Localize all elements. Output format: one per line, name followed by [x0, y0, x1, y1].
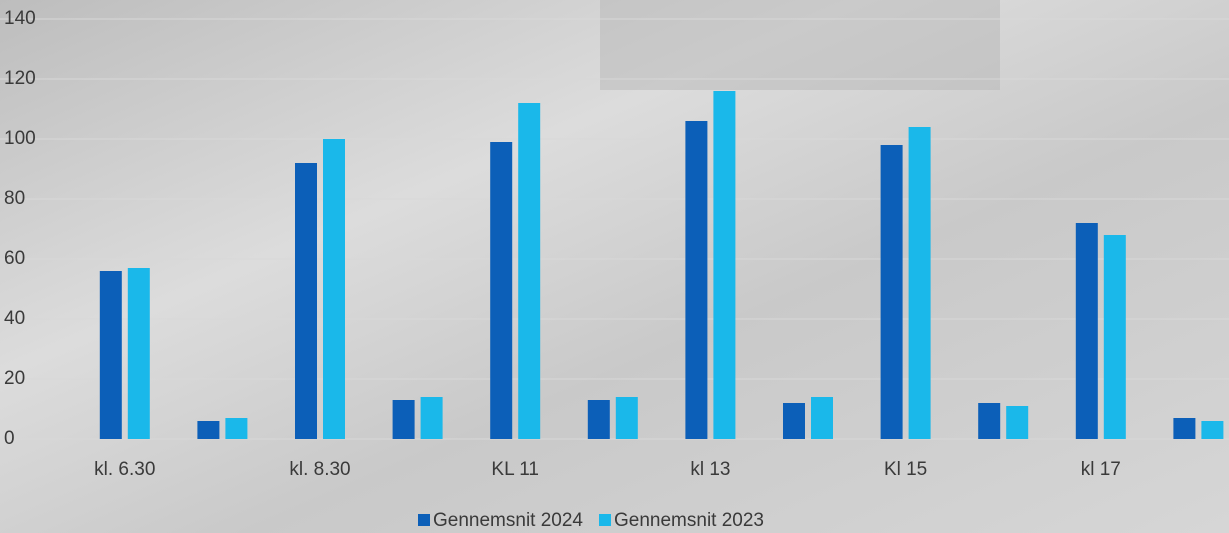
- legend-label: Gennemsnit 2023: [614, 510, 764, 531]
- bar: [225, 418, 248, 439]
- x-tick-label: kl. 6.30: [94, 459, 155, 480]
- bar: [713, 91, 736, 439]
- bar: [587, 400, 610, 439]
- bar: [1201, 421, 1224, 439]
- bar: [99, 271, 122, 439]
- background-shape: [600, 0, 1000, 90]
- bar: [197, 421, 220, 439]
- bar: [685, 121, 708, 439]
- y-tick-label: 20: [4, 368, 25, 389]
- y-tick-label: 100: [4, 128, 36, 149]
- bar: [323, 139, 345, 439]
- bar: [908, 127, 931, 439]
- x-tick-label: kl 17: [1081, 459, 1121, 480]
- y-tick-label: 0: [4, 428, 15, 449]
- bar: [1103, 235, 1126, 439]
- bar: [518, 103, 541, 439]
- bar: [1075, 223, 1098, 439]
- x-tick-label: kl 13: [690, 459, 730, 480]
- x-tick-label: kl. 8.30: [289, 459, 350, 480]
- bar: [490, 142, 513, 439]
- bar: [420, 397, 443, 439]
- y-tick-label: 60: [4, 248, 25, 269]
- x-tick-label: KL 11: [491, 459, 539, 480]
- bar: [127, 268, 150, 439]
- bar: [880, 145, 903, 439]
- y-tick-label: 40: [4, 308, 25, 329]
- legend-swatch: [418, 514, 430, 526]
- bar: [811, 397, 833, 439]
- bar: [392, 400, 415, 439]
- legend-label: Gennemsnit 2024: [433, 510, 583, 531]
- y-tick-label: 120: [4, 68, 36, 89]
- bar: [978, 403, 1001, 439]
- bar: [783, 403, 805, 439]
- y-tick-label: 140: [4, 8, 36, 29]
- bar: [615, 397, 638, 439]
- bar: [1173, 418, 1196, 439]
- y-tick-label: 80: [4, 188, 25, 209]
- bar: [295, 163, 317, 439]
- bar: [1006, 406, 1029, 439]
- legend-swatch: [599, 514, 611, 526]
- x-tick-label: Kl 15: [884, 459, 927, 480]
